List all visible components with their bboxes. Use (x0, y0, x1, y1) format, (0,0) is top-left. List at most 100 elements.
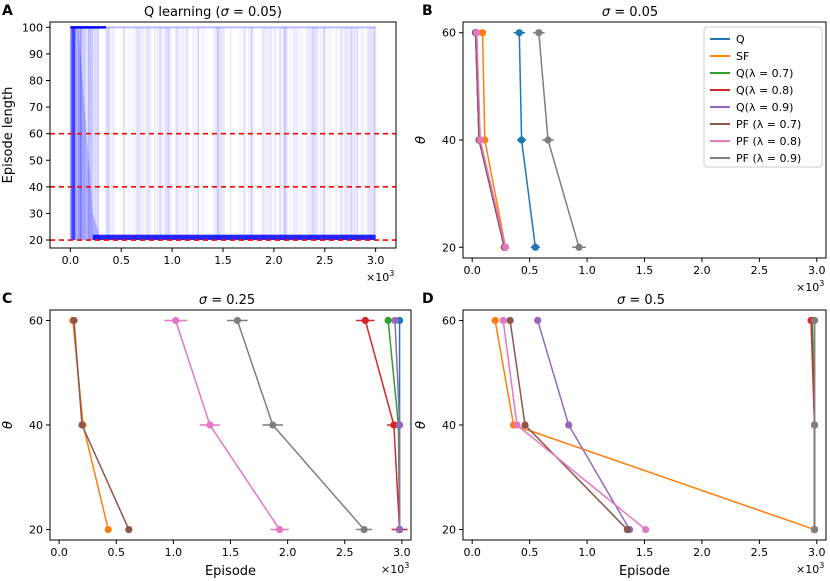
data-point (810, 316, 819, 325)
data-point (521, 421, 529, 429)
trace-streak (144, 27, 147, 241)
panel-b-title: σ = 0.05 (602, 5, 658, 20)
y-tick-label: 80 (29, 74, 43, 87)
y-tick-label: 20 (442, 241, 456, 254)
trace-streak (243, 27, 246, 241)
trace-streak (336, 27, 338, 241)
panel-letter-d: D (422, 291, 434, 307)
trace-streak (217, 27, 220, 241)
x-tick-label: 0.0 (50, 546, 68, 559)
trace-streak (353, 27, 356, 241)
trace-streak (191, 27, 193, 241)
x-multiplier: ×103 (796, 279, 824, 294)
x-tick-label: 0.0 (62, 254, 80, 267)
data-point (535, 29, 543, 37)
trace-streak (163, 27, 167, 241)
x-multiplier: ×103 (381, 561, 409, 576)
x-tick-label: 1.0 (163, 254, 181, 267)
y-tick-label: 40 (442, 419, 456, 432)
trace-streak (315, 27, 319, 241)
x-tick-label: 3.0 (393, 546, 411, 559)
trace-streak (262, 27, 264, 241)
x-tick-label: 1.5 (636, 264, 654, 277)
trace-streak (370, 27, 373, 241)
trace-streak (307, 27, 308, 241)
y-tick-label: 60 (29, 128, 43, 141)
trace-streak (372, 27, 375, 241)
trace-streak (183, 27, 186, 241)
x-axis-ticks: 0.0 0.5 1.0 1.5 2.0 2.5 3.0 (62, 248, 384, 267)
trace-streak (192, 27, 194, 241)
trace-streak (201, 27, 204, 241)
data-point (391, 316, 399, 325)
legend-label: Q(λ = 0.7) (736, 67, 793, 80)
y-tick-label: 40 (29, 419, 43, 432)
series-line (72, 320, 109, 530)
series-q (513, 29, 540, 251)
y-tick-label: 20 (29, 524, 43, 537)
panel-letter-c: C (2, 291, 12, 307)
trace-streak (308, 27, 310, 241)
series-plot (69, 316, 408, 534)
series-pf08 (499, 316, 650, 534)
x-tick-label: 3.0 (808, 264, 826, 277)
x-tick-label: 1.5 (214, 254, 232, 267)
trace-streak (83, 27, 86, 241)
axes-frame (462, 309, 827, 541)
trace-streak (360, 27, 364, 241)
data-point (276, 525, 284, 534)
x-axis-label: Episode (205, 564, 256, 579)
data-point (233, 316, 241, 325)
series-q09 (391, 316, 404, 534)
y-tick-label: 90 (29, 48, 43, 61)
trace-streak (278, 27, 282, 241)
trace-streak (316, 27, 318, 241)
legend-label: Q(λ = 0.8) (736, 84, 793, 97)
trace-streak (138, 27, 140, 241)
trace-streak (216, 27, 220, 241)
x-tick-label: 2.0 (693, 264, 711, 277)
data-point (395, 525, 404, 534)
trace-streak (353, 27, 355, 240)
y-axis-label: θ (414, 136, 429, 144)
trace-streak (201, 27, 202, 240)
data-point (361, 316, 369, 325)
trace-streak (111, 27, 113, 241)
panel-letter-a: A (2, 3, 13, 19)
panel-d-title: σ = 0.5 (617, 293, 665, 308)
trace-streak (72, 27, 74, 241)
data-point (506, 316, 514, 325)
trace-streak (281, 27, 283, 241)
series-plot (491, 316, 819, 534)
data-point (544, 136, 552, 144)
data-point (517, 136, 526, 144)
trace-streak (336, 27, 338, 241)
trace-streak (91, 27, 94, 241)
trace-streak (73, 27, 76, 241)
x-tick-label: 1.5 (222, 546, 240, 559)
trace-streak (154, 27, 156, 241)
axes-frame (49, 309, 412, 541)
legend-label: PF (λ = 0.9) (736, 152, 801, 165)
trace-streak (136, 27, 139, 241)
data-point (473, 29, 481, 37)
y-tick-label: 60 (29, 314, 43, 327)
x-tick-label: 2.5 (336, 546, 354, 559)
data-point (575, 243, 583, 251)
x-tick-label: 2.5 (751, 546, 769, 559)
trace-streak (283, 27, 285, 241)
x-tick-label: 2.5 (751, 264, 769, 277)
trace-streak (289, 27, 291, 241)
data-point (206, 421, 214, 429)
data-point (172, 316, 180, 325)
data-point (384, 316, 392, 325)
y-axis-ticks: 20 40 60 (29, 314, 50, 537)
trace-converged-band (92, 234, 376, 241)
trace-streak (73, 27, 75, 241)
series-sf (491, 316, 819, 534)
axes-frame (49, 21, 397, 249)
trace-streak (253, 27, 254, 240)
data-point (269, 421, 277, 429)
trace-streak (333, 27, 336, 241)
